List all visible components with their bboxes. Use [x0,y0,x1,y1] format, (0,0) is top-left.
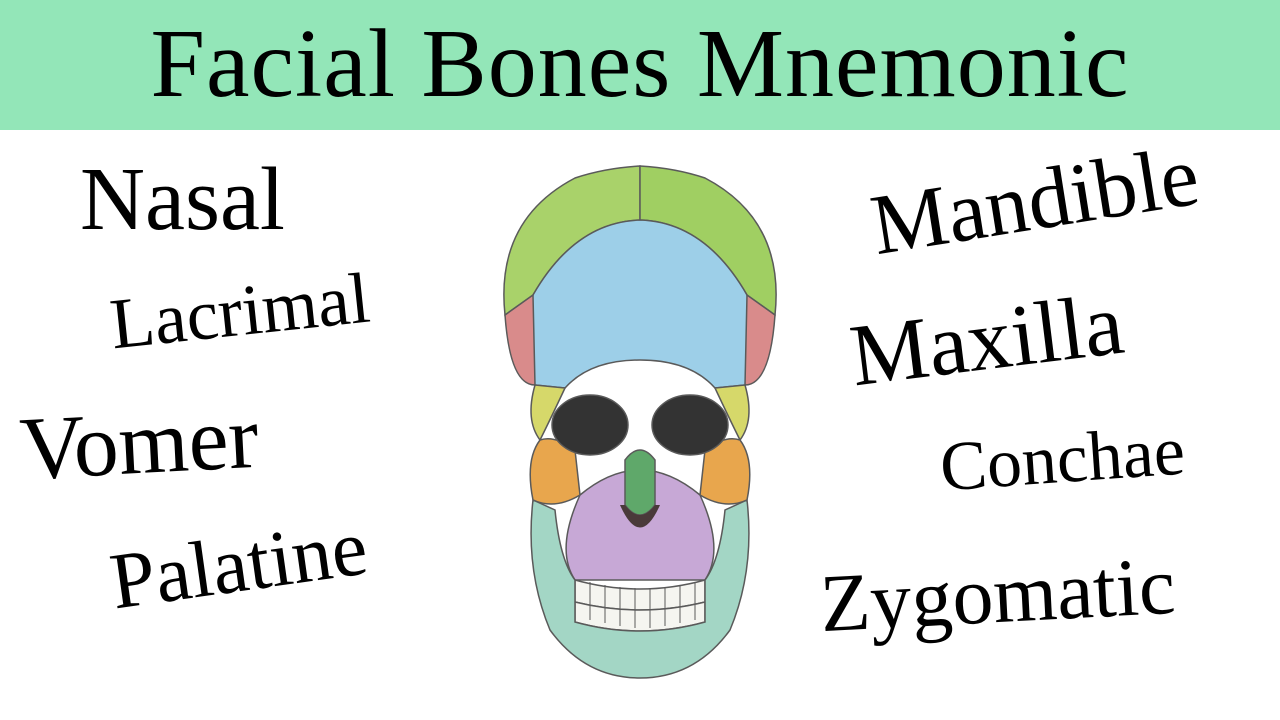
skull-diagram [455,160,825,680]
label-zygomatic: Zygomatic [818,539,1178,651]
label-mandible: Mandible [864,125,1205,275]
label-maxilla: Maxilla [845,274,1129,408]
title-bar: Facial Bones Mnemonic [0,0,1280,130]
label-palatine: Palatine [105,503,373,629]
page-title: Facial Bones Mnemonic [0,8,1280,120]
label-nasal: Nasal [80,148,285,251]
label-conchae: Conchae [938,412,1188,509]
content-area: Nasal Lacrimal Vomer Palatine Mandible M… [0,130,1280,710]
label-lacrimal: Lacrimal [106,257,373,367]
label-vomer: Vomer [17,386,260,501]
